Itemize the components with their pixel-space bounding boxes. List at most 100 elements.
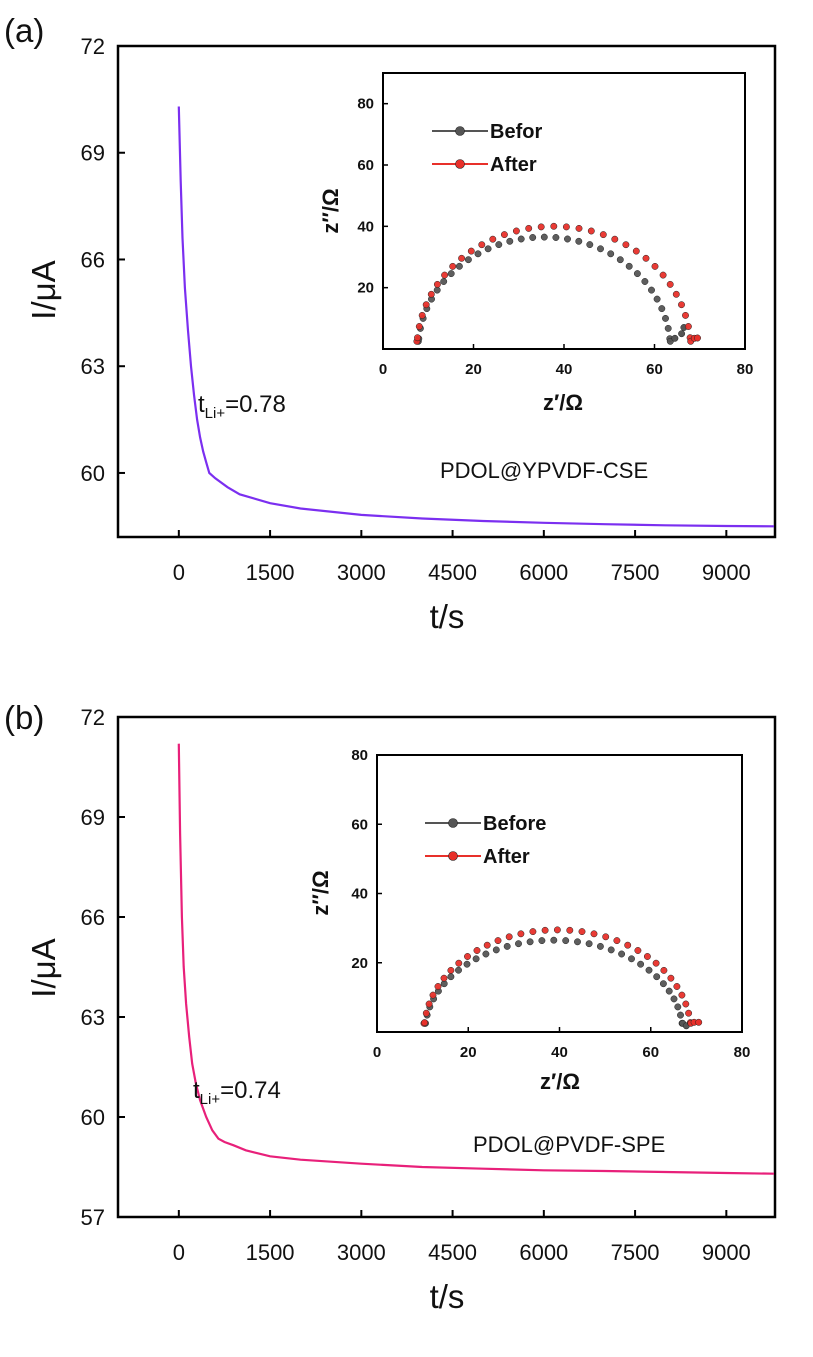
- x-tick-label: 7500: [611, 1240, 660, 1265]
- data-point: [464, 256, 472, 264]
- inset-x-tick-label: 0: [379, 361, 387, 378]
- y-tick-label: 63: [81, 354, 105, 379]
- data-point: [429, 991, 437, 999]
- inset-y-tick-label: 20: [357, 280, 374, 297]
- annotation-value: =0.78: [225, 391, 286, 418]
- data-point: [562, 223, 570, 231]
- legend-label: After: [483, 846, 530, 868]
- data-point: [622, 241, 630, 249]
- data-point: [607, 946, 615, 954]
- data-point: [483, 941, 491, 949]
- data-point: [643, 953, 651, 960]
- data-point: [441, 271, 449, 279]
- data-point: [665, 987, 673, 995]
- y-tick-label: 57: [81, 1205, 105, 1230]
- data-point: [660, 966, 668, 974]
- plot-frame: [116, 715, 777, 1219]
- data-point: [599, 231, 607, 239]
- data-point: [492, 946, 500, 954]
- inset-y-axis-label: z″/Ω: [318, 188, 343, 233]
- inset-x-tick-label: 60: [642, 1044, 659, 1061]
- inset-x-tick-label: 0: [373, 1044, 381, 1061]
- data-point: [541, 926, 549, 934]
- data-point: [618, 950, 626, 958]
- data-point: [628, 955, 635, 963]
- data-point: [672, 290, 680, 298]
- inset-frame: [382, 72, 746, 350]
- inset-y-tick-label: 60: [351, 816, 368, 833]
- data-point: [602, 933, 610, 941]
- data-point: [575, 224, 583, 232]
- data-point: [482, 950, 490, 958]
- data-point: [625, 262, 633, 270]
- x-tick-label: 7500: [611, 560, 660, 585]
- data-point: [670, 995, 678, 1003]
- inset-y-tick-label: 80: [357, 96, 374, 113]
- data-point: [495, 241, 503, 249]
- data-point: [585, 940, 593, 948]
- inset-y-tick-label: 40: [357, 218, 374, 235]
- y-tick-label: 60: [81, 461, 105, 486]
- chart-panel-a: (a) 60 63 66 69 72 0 1500 3000 4500 6000 7500 9000 t/…: [4, 12, 777, 635]
- data-point: [659, 980, 667, 988]
- inset-y-tick-label: 20: [351, 955, 368, 972]
- data-point: [678, 991, 686, 999]
- inset-x-axis-label: z′/Ω: [543, 390, 583, 415]
- inset-nyquist-plot: 0 20 40 60 80 20 40 60 80 z′/Ω z″/Ω Befor After: [318, 72, 753, 415]
- sample-name-label: PDOL@YPVDF-CSE: [440, 458, 648, 483]
- inset-y-tick-label: 80: [351, 747, 368, 764]
- annotation-subscript: Li+: [200, 1091, 221, 1108]
- data-point: [648, 286, 655, 294]
- x-tick-label: 3000: [337, 560, 386, 585]
- data-point: [596, 942, 604, 950]
- y-tick-label: 66: [81, 247, 105, 272]
- data-point: [673, 983, 681, 990]
- annotation-base: t: [198, 391, 205, 418]
- data-point: [472, 955, 480, 963]
- data-point: [421, 1019, 429, 1027]
- legend-label: After: [490, 154, 537, 176]
- inset-x-axis-label: z′/Ω: [540, 1069, 580, 1094]
- x-axis-label: t/s: [430, 1278, 465, 1315]
- data-point: [474, 250, 482, 258]
- data-point: [685, 1009, 693, 1017]
- y-tick-label: 69: [81, 805, 105, 830]
- data-point: [607, 250, 615, 258]
- data-point: [658, 305, 666, 313]
- data-point: [473, 947, 481, 954]
- inset-x-tick-label: 80: [734, 1044, 751, 1061]
- data-point: [447, 966, 455, 974]
- data-point: [517, 930, 525, 938]
- inset-frame: [376, 754, 743, 1033]
- annotation-subscript: Li+: [205, 405, 226, 422]
- inset-x-tick-label: 20: [465, 361, 482, 378]
- annotation-base: t: [193, 1077, 200, 1104]
- y-tick-label: 66: [81, 905, 105, 930]
- data-point: [447, 270, 455, 278]
- data-point: [464, 953, 471, 960]
- chart-panel-b: (b) 57 60 63 66 69 72 0 1500 3000 4500 6000 7500 9000…: [4, 699, 777, 1315]
- data-point: [455, 966, 462, 974]
- data-point: [529, 928, 537, 936]
- series-line: [177, 106, 775, 528]
- data-point: [597, 245, 604, 253]
- inset-series-after: [420, 926, 703, 1027]
- inset-x-tick-label: 40: [551, 1044, 568, 1061]
- legend-label: Befor: [490, 121, 542, 143]
- x-tick-label: 1500: [246, 1240, 295, 1265]
- data-point: [564, 235, 571, 243]
- data-point: [478, 241, 486, 249]
- data-point: [422, 1009, 430, 1017]
- data-point: [666, 280, 674, 288]
- data-point: [575, 237, 583, 245]
- legend-marker: [448, 851, 458, 861]
- data-point: [458, 254, 466, 262]
- inset-y-tick-label: 40: [351, 886, 368, 903]
- data-point: [633, 270, 641, 278]
- plot-frame: [116, 44, 777, 539]
- data-point: [664, 324, 672, 332]
- data-point: [494, 937, 502, 945]
- y-tick-label: 69: [81, 141, 105, 166]
- inset-y-axis-label: z″/Ω: [308, 870, 333, 915]
